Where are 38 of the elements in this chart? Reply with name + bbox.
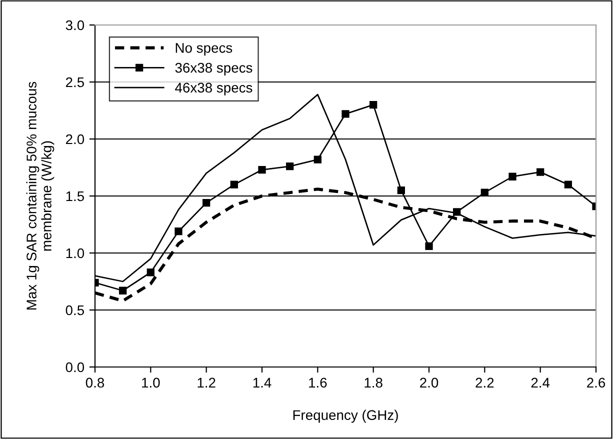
point — [342, 110, 350, 118]
y-axis-title: Max 1g SAR containing 50% mucous membrane (W/kg) — [26, 82, 54, 310]
point — [480, 188, 488, 196]
x-tick-label: 1.8 — [364, 378, 382, 388]
x-tick-label: 2.6 — [587, 378, 606, 388]
x-tick-label: 1.2 — [198, 378, 216, 388]
x-tick-label: 2.0 — [420, 378, 438, 388]
legend-label: No specs — [176, 43, 232, 56]
point — [564, 180, 572, 188]
y-tick-label: 0.0 — [66, 362, 84, 372]
point — [425, 242, 433, 250]
x-tick-label: 0.8 — [86, 378, 104, 388]
x-axis-title: Frequency (GHz) — [293, 410, 398, 423]
y-tick-label: 0.5 — [66, 305, 84, 316]
y-tick-label: 1.0 — [66, 248, 84, 258]
point — [286, 162, 294, 170]
x-tick-label: 1.0 — [142, 378, 160, 388]
legend-label: 46x38 specs — [175, 82, 252, 96]
point — [397, 186, 405, 194]
point — [536, 168, 544, 176]
x-tick-label: 1.4 — [253, 378, 272, 388]
point — [258, 166, 266, 174]
x-tick-label: 2.2 — [476, 378, 494, 388]
point — [230, 180, 238, 188]
point — [202, 199, 210, 207]
point — [174, 228, 182, 236]
point — [314, 156, 322, 164]
point — [119, 286, 127, 294]
y-tick-label: 2.5 — [66, 77, 84, 88]
point — [508, 172, 516, 180]
legend-label: 36x38 specs — [175, 62, 252, 76]
point — [146, 268, 154, 276]
y-tick-label: 2.0 — [66, 134, 84, 144]
x-tick-label: 1.6 — [309, 378, 327, 388]
y-tick-label: 3.0 — [66, 20, 84, 30]
point — [370, 100, 378, 109]
x-tick-label: 2.4 — [531, 378, 550, 388]
y-tick-label: 1.5 — [66, 191, 84, 202]
